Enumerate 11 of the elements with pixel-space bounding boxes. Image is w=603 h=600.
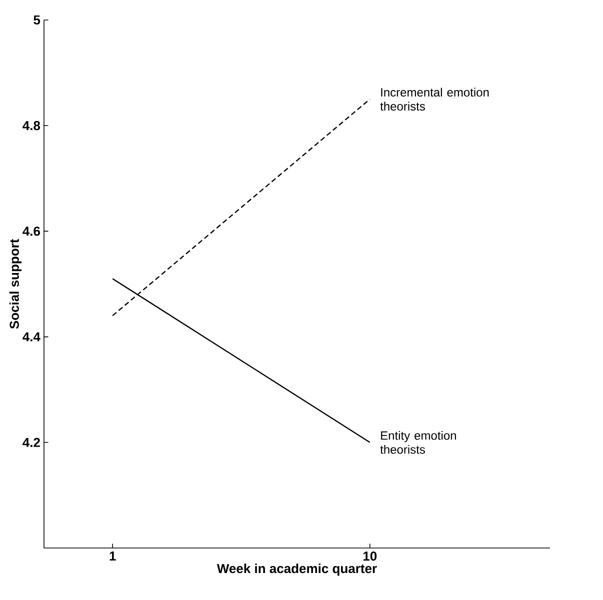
x-axis-title: Week in academic quarter <box>216 564 377 576</box>
y-tick-label: 5 <box>34 15 40 25</box>
x-tick-label: 1 <box>110 552 116 560</box>
y-tick-label: 4.4 <box>22 332 40 342</box>
y-tick-label: 4.8 <box>22 120 40 130</box>
y-tick-label: 4.2 <box>22 438 40 447</box>
y-axis-title: Social support <box>9 239 22 329</box>
y-tick-label: 4.6 <box>22 226 40 236</box>
series-label: Entity emotion theorists <box>380 430 456 454</box>
x-tick-label: 10 <box>363 552 377 561</box>
series-label: Incremental emotion theorists <box>380 88 489 111</box>
